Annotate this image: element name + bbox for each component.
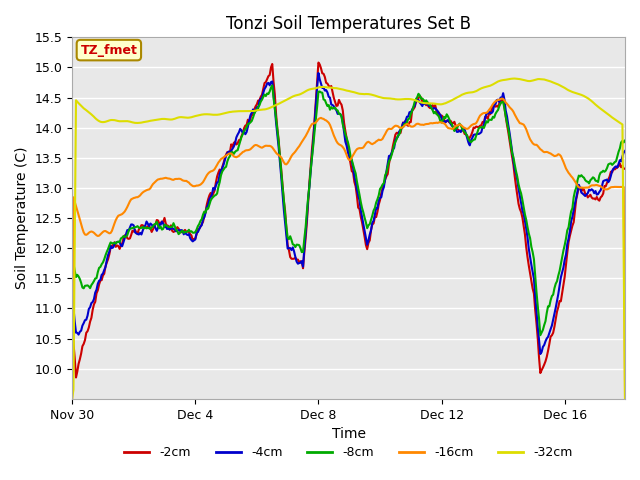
Legend: -2cm, -4cm, -8cm, -16cm, -32cm: -2cm, -4cm, -8cm, -16cm, -32cm xyxy=(120,441,578,464)
Title: Tonzi Soil Temperatures Set B: Tonzi Soil Temperatures Set B xyxy=(226,15,471,33)
Text: TZ_fmet: TZ_fmet xyxy=(81,44,138,57)
X-axis label: Time: Time xyxy=(332,427,365,441)
Y-axis label: Soil Temperature (C): Soil Temperature (C) xyxy=(15,147,29,289)
